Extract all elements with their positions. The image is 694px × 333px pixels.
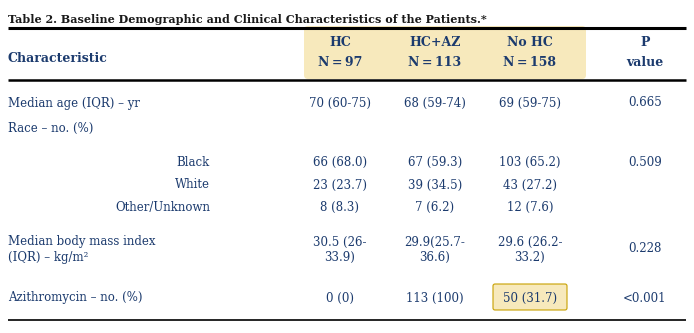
Text: 113 (100): 113 (100): [406, 291, 464, 304]
Text: No HC: No HC: [507, 36, 553, 49]
Text: 43 (27.2): 43 (27.2): [503, 178, 557, 191]
Text: Azithromycin – no. (%): Azithromycin – no. (%): [8, 291, 142, 304]
FancyBboxPatch shape: [493, 284, 567, 310]
Text: 50 (31.7): 50 (31.7): [503, 291, 557, 304]
Text: 0.665: 0.665: [628, 97, 662, 110]
Text: 0.228: 0.228: [628, 241, 661, 254]
Text: 29.9(25.7-: 29.9(25.7-: [405, 235, 466, 248]
Text: Table 2. Baseline Demographic and Clinical Characteristics of the Patients.*: Table 2. Baseline Demographic and Clinic…: [8, 14, 486, 25]
Text: 33.9): 33.9): [325, 250, 355, 263]
Text: Median age (IQR) – yr: Median age (IQR) – yr: [8, 97, 140, 110]
Text: 8 (8.3): 8 (8.3): [321, 200, 359, 213]
Text: 29.6 (26.2-: 29.6 (26.2-: [498, 235, 562, 248]
Text: HC+AZ: HC+AZ: [409, 36, 461, 49]
Text: N = 113: N = 113: [409, 56, 462, 69]
Text: 7 (6.2): 7 (6.2): [416, 200, 455, 213]
Text: 68 (59-74): 68 (59-74): [404, 97, 466, 110]
Text: 30.5 (26-: 30.5 (26-: [313, 235, 366, 248]
Text: N = 97: N = 97: [318, 56, 362, 69]
Text: 0.509: 0.509: [628, 156, 662, 168]
Text: 66 (68.0): 66 (68.0): [313, 156, 367, 168]
Text: Other/Unknown: Other/Unknown: [115, 200, 210, 213]
Text: 0 (0): 0 (0): [326, 291, 354, 304]
Text: White: White: [175, 178, 210, 191]
Text: value: value: [627, 56, 663, 69]
Text: 23 (23.7): 23 (23.7): [313, 178, 367, 191]
Text: 33.2): 33.2): [515, 250, 545, 263]
Text: Median body mass index: Median body mass index: [8, 235, 155, 248]
Text: Black: Black: [177, 156, 210, 168]
Text: (IQR) – kg/m²: (IQR) – kg/m²: [8, 250, 88, 263]
Text: P: P: [641, 36, 650, 49]
Text: 39 (34.5): 39 (34.5): [408, 178, 462, 191]
Text: 36.6): 36.6): [420, 250, 450, 263]
Text: N = 158: N = 158: [504, 56, 557, 69]
FancyBboxPatch shape: [304, 26, 586, 79]
Text: 69 (59-75): 69 (59-75): [499, 97, 561, 110]
Text: Characteristic: Characteristic: [8, 52, 108, 65]
Text: <0.001: <0.001: [623, 291, 667, 304]
Text: 12 (7.6): 12 (7.6): [507, 200, 553, 213]
Text: HC: HC: [329, 36, 351, 49]
Text: 67 (59.3): 67 (59.3): [408, 156, 462, 168]
Text: Race – no. (%): Race – no. (%): [8, 122, 94, 135]
Text: 70 (60-75): 70 (60-75): [309, 97, 371, 110]
Text: 103 (65.2): 103 (65.2): [499, 156, 561, 168]
